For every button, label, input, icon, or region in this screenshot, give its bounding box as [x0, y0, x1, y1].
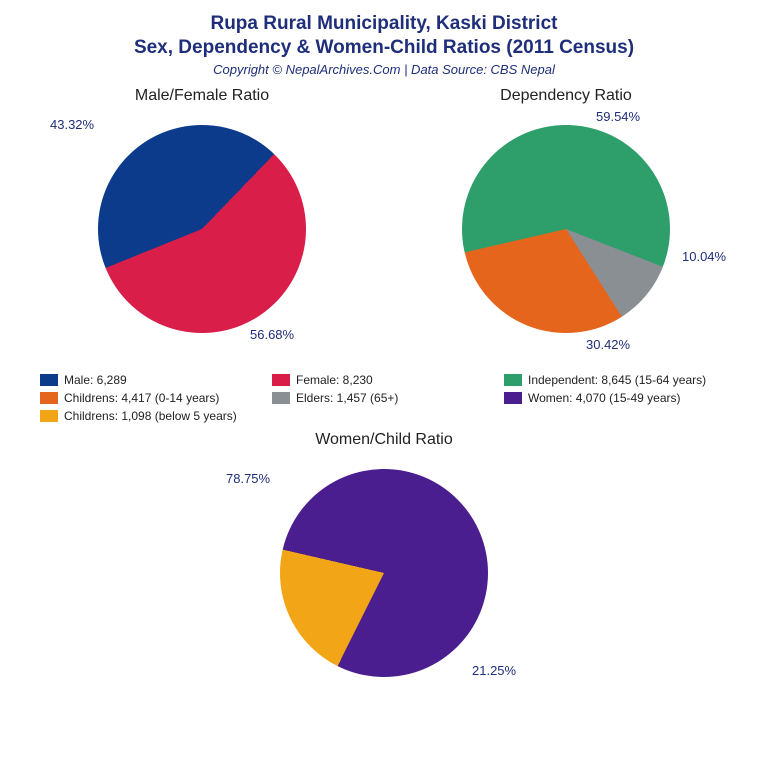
pct-label: 56.68% [250, 327, 294, 342]
title-line-2: Sex, Dependency & Women-Child Ratios (20… [0, 36, 768, 60]
pct-label: 59.54% [596, 109, 640, 124]
legend-text: Childrens: 1,098 (below 5 years) [64, 409, 237, 423]
pie-wrap-2: 59.54% 10.04% 30.42% [396, 109, 736, 349]
swatch-icon [504, 392, 522, 404]
swatch-icon [504, 374, 522, 386]
pie-2 [462, 125, 670, 333]
legend-item: Female: 8,230 [272, 373, 496, 387]
pct-label: 21.25% [472, 663, 516, 678]
legend-text: Independent: 8,645 (15-64 years) [528, 373, 706, 387]
pie-wrap-1: 43.32% 56.68% [32, 109, 372, 349]
legend-text: Women: 4,070 (15-49 years) [528, 391, 681, 405]
pie-3 [280, 469, 488, 677]
chart-title: Male/Female Ratio [32, 87, 372, 105]
chart-dependency: Dependency Ratio 59.54% 10.04% 30.42% [396, 87, 736, 367]
top-charts-row: Male/Female Ratio 43.32% 56.68% Dependen… [0, 87, 768, 367]
legend-text: Female: 8,230 [296, 373, 373, 387]
chart-title: Dependency Ratio [396, 87, 736, 105]
swatch-icon [40, 374, 58, 386]
swatch-icon [40, 392, 58, 404]
pct-label: 43.32% [50, 117, 94, 132]
legend-item: Male: 6,289 [40, 373, 264, 387]
legend-text: Elders: 1,457 (65+) [296, 391, 398, 405]
pie-wrap-3: 78.75% 21.25% [204, 453, 564, 693]
swatch-icon [40, 410, 58, 422]
swatch-icon [272, 374, 290, 386]
pct-label: 78.75% [226, 471, 270, 486]
legend-item: Childrens: 1,098 (below 5 years) [40, 409, 264, 423]
subtitle: Copyright © NepalArchives.Com | Data Sou… [0, 62, 768, 77]
legend-item: Elders: 1,457 (65+) [272, 391, 496, 405]
legend-text: Male: 6,289 [64, 373, 127, 387]
title-line-1: Rupa Rural Municipality, Kaski District [0, 12, 768, 36]
legend-item: Independent: 8,645 (15-64 years) [504, 373, 728, 387]
pie-1 [98, 125, 306, 333]
title-block: Rupa Rural Municipality, Kaski District … [0, 0, 768, 77]
legend-text: Childrens: 4,417 (0-14 years) [64, 391, 219, 405]
legend: Male: 6,289 Female: 8,230 Independent: 8… [0, 367, 768, 423]
swatch-icon [272, 392, 290, 404]
pct-label: 30.42% [586, 337, 630, 352]
legend-item: Women: 4,070 (15-49 years) [504, 391, 728, 405]
legend-item: Childrens: 4,417 (0-14 years) [40, 391, 264, 405]
pct-label: 10.04% [682, 249, 726, 264]
chart-title: Women/Child Ratio [204, 431, 564, 449]
chart-male-female: Male/Female Ratio 43.32% 56.68% [32, 87, 372, 367]
chart-women-child: Women/Child Ratio 78.75% 21.25% [204, 431, 564, 693]
